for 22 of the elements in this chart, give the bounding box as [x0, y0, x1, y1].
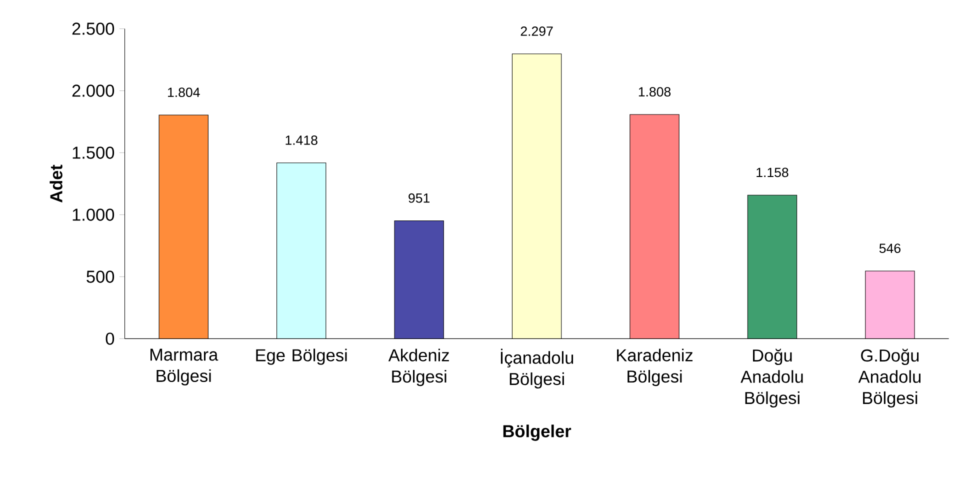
y-tick-label: 1.000 [72, 208, 114, 221]
x-tick-label: Karadeniz Bölgesi [617, 348, 693, 386]
x-axis-title: Bölgeler [503, 424, 572, 441]
x-tick-label: G.Doğu Anadolu Bölgesi [858, 348, 920, 408]
data-label: 1.418 [286, 136, 318, 145]
y-tick-label: 500 [86, 270, 114, 283]
y-tick-label: 2.000 [72, 84, 114, 97]
x-tick-label: Marmara Bölgesi [150, 348, 218, 386]
data-label: 951 [408, 193, 430, 203]
data-label: 1.158 [756, 168, 788, 178]
x-tick-label: İçanadolu Bölgesi [500, 348, 574, 389]
data-label: 1.804 [168, 88, 200, 98]
data-label: 2.297 [520, 26, 553, 36]
x-tick-label: Akdeniz Bölgesi [388, 348, 449, 386]
y-tick-label: 0 [106, 332, 114, 345]
y-axis-title: Adet [50, 164, 62, 203]
x-tick-label: Ege Bölgesi [256, 348, 347, 365]
x-tick-label: Doğu Anadolu Bölgesi [740, 348, 803, 408]
data-label: 546 [879, 244, 900, 254]
y-tick-label: 1.500 [72, 146, 114, 159]
data-label: 1.808 [638, 87, 671, 97]
y-tick-label: 2.500 [72, 22, 114, 35]
